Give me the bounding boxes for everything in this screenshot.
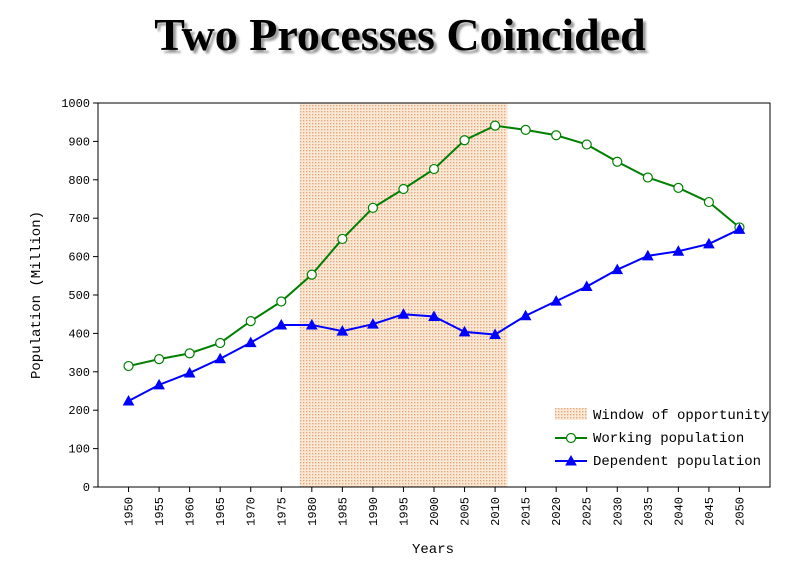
page-title: Two Processes Coincided [154,9,646,60]
y-tick-label: 100 [68,443,90,457]
working-population-point [123,360,134,372]
x-tick-label: 2000 [428,497,442,526]
legend-label-window: Window of opportunity [593,408,769,424]
dependent-population-point [733,223,746,234]
y-tick-label: 200 [68,404,90,418]
x-tick-label: 1960 [184,497,198,526]
x-tick-label: 1975 [275,497,289,526]
x-tick-label: 2030 [611,497,625,526]
legend-marker-working [565,432,577,444]
x-tick-label: 1970 [245,497,259,526]
working-population-point [153,354,165,365]
x-tick-label: 2050 [733,497,747,526]
dependent-population-point [305,318,318,330]
y-tick-label: 800 [68,174,90,188]
x-tick-label: 1990 [367,497,381,526]
x-tick-label: 2025 [581,497,595,526]
working-population-point [520,124,531,135]
working-population-series [123,120,745,372]
dependent-population-point [275,318,288,330]
dependent-population-point [428,310,440,322]
dependent-population-point [336,325,349,336]
working-population-point [581,139,592,150]
working-population-point [337,233,348,245]
x-tick-label: 2020 [550,497,564,526]
dependent-population-point [183,366,196,378]
dependent-population-point [519,309,532,321]
dependent-population-point [367,318,379,329]
x-tick-label: 1980 [306,497,320,526]
dependent-population-point [672,245,685,256]
dependent-population-series [122,223,746,406]
working-population-point [367,202,379,213]
y-tick-label: 0 [83,481,90,495]
working-population-point [459,135,470,146]
legend-label-working: Working population [593,431,744,447]
working-population-point [306,269,317,280]
y-tick-label: 300 [68,366,90,380]
x-tick-label: 1995 [397,497,411,526]
dependent-population-point [550,295,563,306]
dependent-population-point [458,325,471,337]
working-population-point [276,296,287,307]
legend-marker-dependent [565,454,577,466]
x-tick-label: 2010 [489,497,503,526]
working-population-point [215,337,226,349]
working-population-point [398,183,409,195]
dependent-population-point [641,249,654,261]
dependent-population-point [153,378,165,390]
working-population-point [428,163,440,175]
x-tick-label: 1985 [336,497,350,526]
y-tick-label: 1000 [61,97,90,111]
x-tick-label: 1950 [123,497,137,526]
x-tick-label: 2035 [642,497,656,526]
y-tick-label: 600 [68,251,90,265]
y-tick-label: 700 [68,212,90,226]
x-tick-label: 2005 [459,497,473,526]
x-tick-label: 1955 [153,497,167,526]
dependent-population-point [214,352,227,364]
working-population-point [703,196,715,208]
window-of-opportunity-band [299,103,508,487]
y-tick-label: 900 [68,135,90,149]
y-tick-label: 500 [68,289,90,303]
working-population-point [184,348,195,359]
x-tick-label: 2040 [672,497,686,526]
working-population-point [489,120,501,131]
dependent-population-point [580,280,593,292]
dependent-population-point [244,336,257,348]
y-tick-label: 400 [68,327,90,341]
dependent-population-point [397,308,410,319]
working-population-point [642,172,653,183]
working-population-point [551,130,562,141]
dependent-population-point [703,237,715,249]
working-population-point [673,182,684,193]
working-population-point [612,156,623,167]
dependent-population-point [489,328,501,340]
x-axis-title: Years [412,542,454,558]
x-tick-label: 2015 [520,497,534,526]
legend-swatch-window [555,408,587,420]
dependent-population-point [122,394,135,406]
x-tick-label: 2045 [703,497,717,526]
y-axis-title: Population (Million) [29,211,45,379]
working-population-point [245,316,256,327]
dependent-population-point [611,263,624,275]
x-tick-label: 1965 [214,497,228,526]
legend-label-dependent: Dependent population [593,454,761,470]
